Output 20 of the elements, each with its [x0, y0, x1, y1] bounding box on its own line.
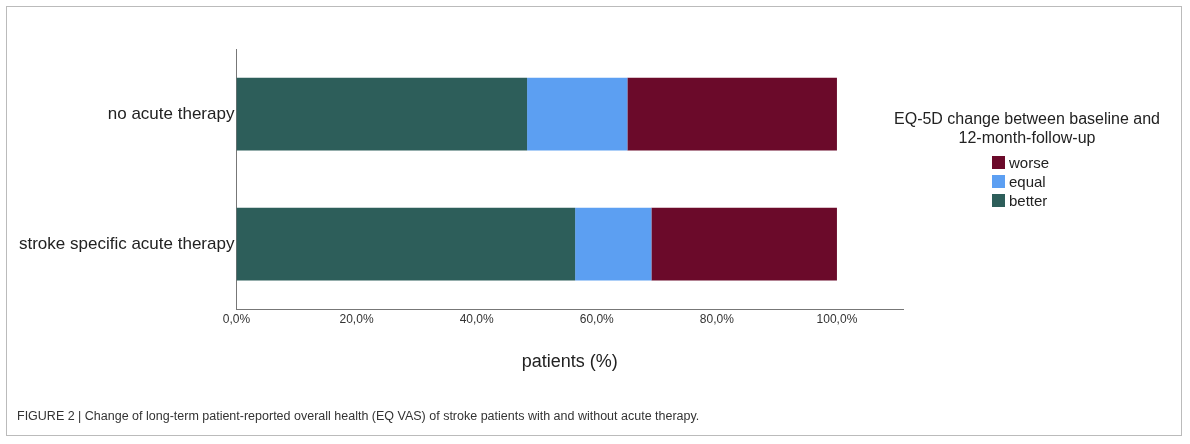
bar — [627, 77, 837, 151]
y-tick-label: no acute therapy — [107, 103, 235, 123]
x-tick-label: 40,0% — [459, 311, 494, 326]
legend-label: better — [1009, 191, 1048, 210]
bar — [236, 207, 576, 281]
bar — [575, 207, 652, 281]
x-tick-label: 100,0% — [816, 311, 858, 326]
x-tick-label: 60,0% — [579, 311, 615, 326]
x-axis-title: patients (%) — [521, 351, 618, 372]
x-tick-label: 20,0% — [339, 311, 374, 326]
legend-label: equal — [1009, 172, 1046, 191]
y-tick-label: stroke specific acute therapy — [18, 233, 235, 253]
bar — [651, 207, 837, 281]
bar — [236, 77, 528, 151]
x-tick-label: 80,0% — [699, 311, 735, 326]
x-tick-label: 0,0% — [222, 311, 251, 326]
caption: FIGURE 2 | Change of long-term patient-reported overall health (EQ VAS) of stroke patients with and without acute therapy. — [17, 409, 700, 423]
legend-label: worse — [1009, 153, 1050, 172]
bar — [527, 77, 628, 151]
legend-title: EQ-5D change between baseline and 12-month-follow-up — [893, 109, 1161, 147]
